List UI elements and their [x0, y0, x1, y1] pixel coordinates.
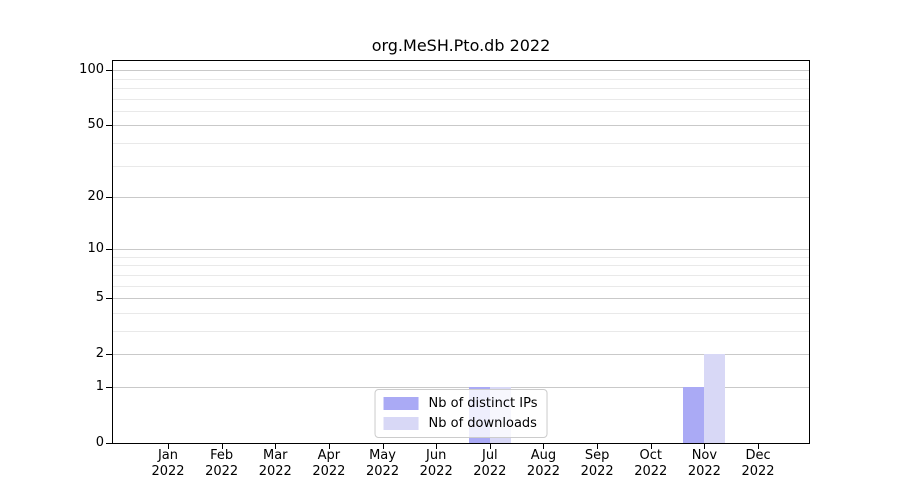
x-tick-mark — [543, 444, 545, 449]
x-tick-month: Oct — [639, 448, 662, 463]
gridline-major — [113, 354, 809, 356]
gridline-major — [113, 125, 809, 127]
x-tick-label-feb: Feb 2022 — [190, 448, 254, 480]
bar-nb-of-downloads-nov — [704, 354, 726, 443]
gridline-minor — [113, 256, 809, 258]
gridline-major — [113, 70, 809, 72]
x-tick-mark — [168, 444, 169, 449]
x-tick-month: Jul — [481, 448, 498, 463]
gridline-minor — [113, 98, 809, 100]
chart-title: org.MeSH.Pto.db 2022 — [371, 36, 551, 55]
y-tick-label: 100 — [79, 62, 104, 78]
x-tick-year: 2022 — [151, 464, 185, 479]
x-tick-month: May — [369, 448, 396, 463]
x-tick-label-mar: Mar 2022 — [243, 448, 307, 480]
gridline-major — [113, 298, 809, 300]
x-tick-label-jan: Jan 2022 — [136, 448, 200, 480]
gridline-minor — [113, 165, 809, 167]
y-tick-mark — [106, 70, 112, 72]
legend-swatch-downloads — [383, 417, 419, 430]
legend-label-distinct-ips: Nb of distinct IPs — [428, 396, 538, 411]
gridline-major — [113, 386, 809, 388]
x-tick-label-dec: Dec 2022 — [726, 448, 790, 480]
x-tick-mark — [436, 444, 438, 449]
x-tick-mark — [221, 444, 223, 449]
y-tick-mark — [106, 249, 112, 251]
x-tick-label-sep: Sep 2022 — [565, 448, 629, 480]
x-tick-mark — [758, 444, 760, 449]
x-tick-label-jul: Jul 2022 — [458, 448, 522, 480]
x-tick-label-oct: Oct 2022 — [619, 448, 683, 480]
gridline-minor — [113, 312, 809, 314]
x-tick-mark — [704, 444, 706, 449]
y-tick-mark — [106, 386, 112, 388]
x-tick-month: Jan — [157, 448, 179, 463]
x-tick-mark — [650, 444, 652, 449]
y-tick-label: 2 — [95, 346, 104, 362]
x-tick-year: 2022 — [741, 464, 775, 479]
x-tick-year: 2022 — [258, 464, 292, 479]
y-tick-label: 1 — [95, 378, 104, 394]
x-tick-year: 2022 — [526, 464, 561, 479]
x-tick-year: 2022 — [634, 464, 668, 479]
y-tick-label: 50 — [87, 117, 104, 133]
gridline-minor — [113, 330, 809, 332]
x-tick-year: 2022 — [419, 464, 453, 479]
x-tick-label-jun: Jun 2022 — [404, 448, 468, 480]
gridline-major — [113, 197, 809, 198]
y-tick-mark — [106, 298, 112, 300]
x-tick-mark — [328, 444, 330, 449]
x-tick-label-nov: Nov 2022 — [672, 448, 736, 480]
x-tick-year: 2022 — [366, 464, 400, 479]
x-tick-mark — [597, 444, 599, 449]
legend: Nb of distinct IPs Nb of downloads — [374, 389, 548, 438]
y-tick-mark — [106, 125, 112, 127]
gridline-minor — [113, 78, 809, 80]
legend-item-distinct-ips: Nb of distinct IPs — [383, 396, 538, 411]
gridline-major — [113, 249, 809, 251]
x-tick-year: 2022 — [312, 464, 346, 479]
y-tick-label: 0 — [95, 435, 104, 450]
x-tick-month: Nov — [691, 448, 718, 463]
x-tick-month: Apr — [317, 448, 341, 463]
plot-area: Nb of distinct IPs Nb of downloads — [112, 60, 810, 444]
x-tick-month: Dec — [745, 448, 771, 463]
x-tick-year: 2022 — [473, 464, 507, 479]
legend-swatch-distinct-ips — [383, 397, 419, 410]
y-tick-label: 5 — [95, 290, 104, 306]
gridline-minor — [113, 110, 809, 112]
x-tick-month: Mar — [263, 448, 288, 463]
x-tick-month: Jun — [426, 448, 447, 463]
x-tick-mark — [489, 444, 491, 449]
x-tick-year: 2022 — [205, 464, 239, 479]
gridline-minor — [113, 265, 809, 267]
y-tick-mark — [106, 354, 112, 356]
y-tick-label: 20 — [87, 189, 104, 204]
legend-item-downloads: Nb of downloads — [383, 416, 538, 431]
x-tick-year: 2022 — [687, 464, 721, 479]
x-tick-month: Sep — [584, 448, 610, 463]
x-tick-mark — [275, 444, 277, 449]
x-tick-month: Aug — [530, 448, 557, 463]
gridline-minor — [113, 142, 809, 144]
gridline-minor — [113, 274, 809, 276]
x-tick-year: 2022 — [580, 464, 614, 479]
x-tick-label-apr: Apr 2022 — [297, 448, 361, 480]
y-tick-mark — [106, 443, 112, 444]
x-tick-month: Feb — [210, 448, 234, 463]
y-tick-label: 10 — [87, 241, 104, 257]
y-tick-mark — [106, 197, 112, 198]
x-tick-label-may: May 2022 — [351, 448, 415, 480]
gridline-minor — [113, 87, 809, 89]
bar-nb-of-distinct-ips-nov — [683, 386, 705, 443]
gridline-minor — [113, 285, 809, 287]
x-tick-label-aug: Aug 2022 — [511, 448, 575, 480]
x-tick-mark — [382, 444, 384, 449]
legend-label-downloads: Nb of downloads — [428, 416, 537, 431]
